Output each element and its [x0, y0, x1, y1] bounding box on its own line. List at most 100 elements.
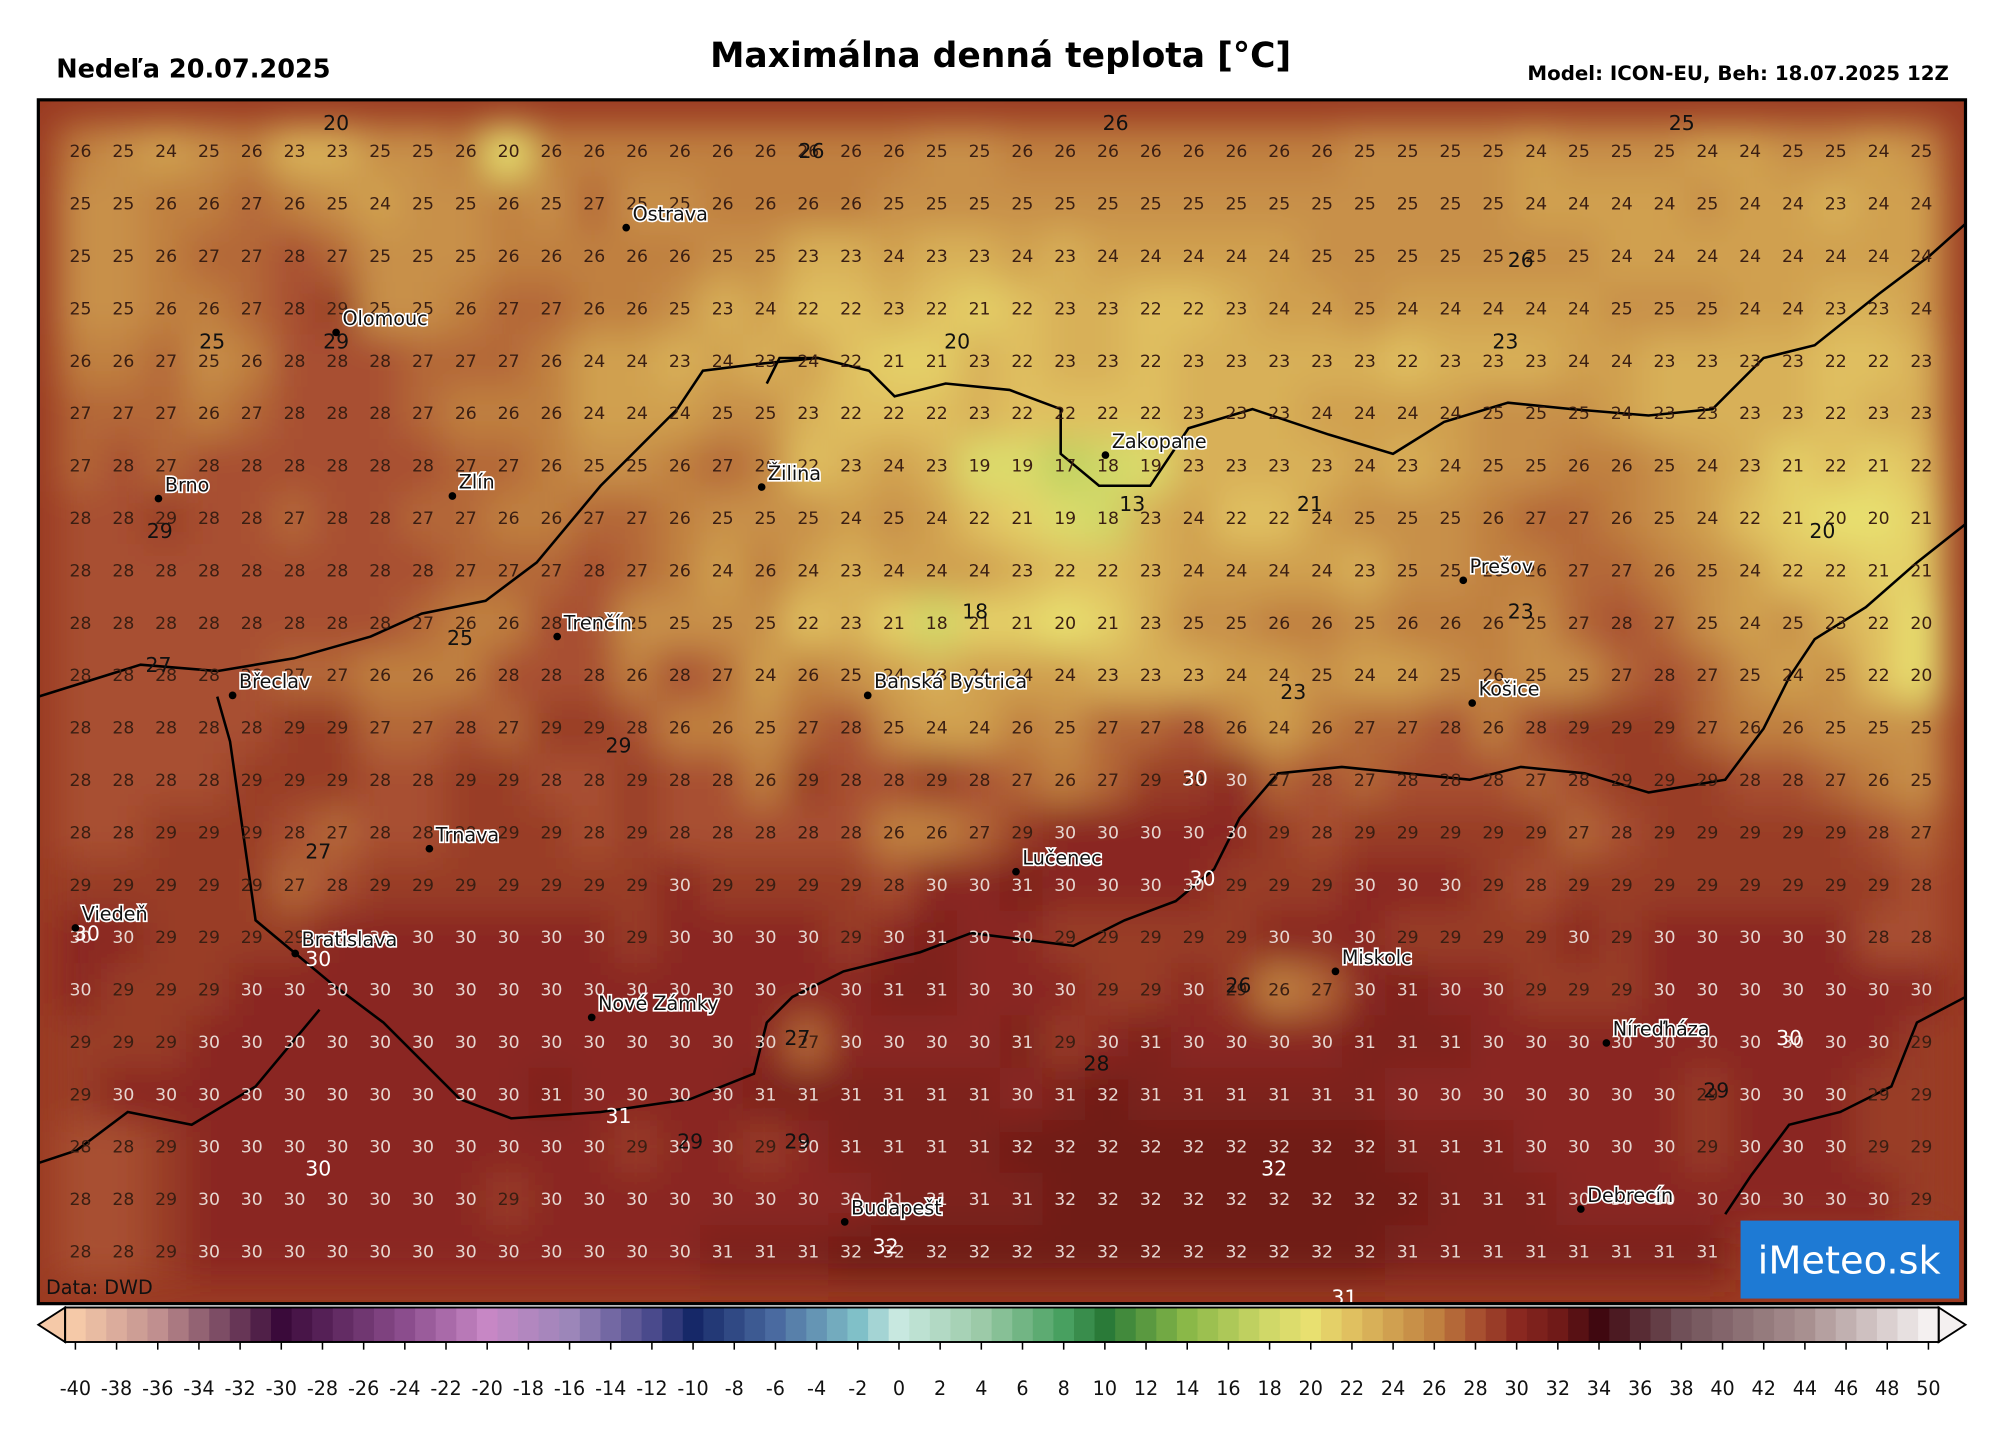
temperature-cell [1342, 1225, 1388, 1281]
temperature-cell [1427, 281, 1474, 337]
temperature-value: 30 [583, 1243, 605, 1263]
temperature-cell [1427, 805, 1474, 861]
temperature-cell [57, 858, 104, 914]
temperature-cell [1042, 1172, 1088, 1228]
temperature-cell [1128, 124, 1174, 180]
temperature-cell [57, 1225, 104, 1281]
temperature-value: 30 [1354, 928, 1376, 948]
temperature-value: 26 [755, 195, 777, 215]
temperature-value: 30 [1440, 876, 1462, 896]
temperature-cell [1556, 124, 1602, 180]
temperature-value: 28 [583, 561, 605, 581]
temperature-cell [400, 963, 446, 1019]
temperature-cell [528, 1172, 575, 1228]
temperature-cell [1213, 1067, 1260, 1123]
temperature-cell [186, 648, 232, 704]
temperature-value: 30 [369, 1190, 391, 1210]
colorbar-segment [1465, 1307, 1487, 1343]
temperature-cell [1556, 491, 1602, 547]
temperature-value: 29 [583, 719, 605, 739]
temperature-value: 30 [1611, 1190, 1633, 1210]
temperature-cell [485, 281, 532, 337]
temperature-value: 27 [412, 509, 434, 529]
temperature-cell [1599, 1172, 1645, 1228]
temperature-value: 30 [712, 928, 734, 948]
temperature-value: 30 [1183, 823, 1205, 843]
temperature-cell [1855, 1172, 1902, 1228]
temperature-value: 28 [369, 509, 391, 529]
temperature-value: 26 [1482, 719, 1504, 739]
temperature-value: 27 [540, 299, 562, 319]
temperature-cell [571, 177, 617, 233]
colorbar-segment [229, 1307, 252, 1343]
city-label: Nové Zámky [598, 992, 719, 1015]
extremum-label: 29 [677, 1130, 703, 1154]
temperature-value: 28 [241, 509, 263, 529]
temperature-value: 23 [1183, 404, 1205, 424]
temperature-value: 29 [1397, 928, 1419, 948]
temperature-cell [57, 543, 104, 599]
temperature-cell [1427, 177, 1474, 233]
temperature-cell [1641, 1172, 1688, 1228]
temperature-value: 24 [840, 509, 862, 529]
temperature-value: 30 [669, 876, 691, 896]
temperature-cell [1085, 858, 1131, 914]
colorbar-segment [662, 1307, 684, 1343]
temperature-cell [1342, 596, 1388, 652]
temperature-cell [1256, 1067, 1302, 1123]
temperature-cell [100, 963, 147, 1019]
temperature-value: 29 [1696, 876, 1718, 896]
temperature-value: 25 [1354, 247, 1376, 267]
temperature-cell [914, 334, 960, 390]
temperature-cell [1342, 910, 1388, 966]
colorbar-segment [621, 1307, 643, 1343]
temperature-value: 30 [669, 928, 691, 948]
temperature-value: 30 [326, 1190, 348, 1210]
temperature-cell [1128, 648, 1174, 704]
temperature-value: 27 [498, 352, 520, 372]
temperature-cell [1213, 281, 1260, 337]
temperature-cell [1470, 753, 1516, 809]
temperature-value: 32 [1097, 1243, 1119, 1263]
temperature-value: 28 [540, 614, 562, 634]
temperature-cell [1641, 281, 1688, 337]
colorbar-tick-label: -28 [307, 1377, 338, 1400]
temperature-value: 30 [198, 1085, 220, 1105]
temperature-value: 27 [112, 404, 134, 424]
temperature-cell [571, 491, 617, 547]
temperature-cell [443, 177, 489, 233]
temperature-value: 30 [1654, 981, 1676, 1001]
temperature-value: 29 [626, 1138, 648, 1158]
temperature-cell [914, 596, 960, 652]
city-label: Banská Bystrica [874, 670, 1027, 693]
temperature-value: 29 [498, 823, 520, 843]
temperature-value: 28 [883, 876, 905, 896]
temperature-value: 23 [840, 457, 862, 477]
temperature-value: 30 [284, 1085, 306, 1105]
temperature-cell [357, 229, 403, 285]
temperature-cell [1427, 596, 1474, 652]
temperature-value: 32 [1054, 1243, 1076, 1263]
temperature-value: 31 [1054, 1085, 1076, 1105]
temperature-value: 24 [1568, 299, 1590, 319]
temperature-cell [914, 491, 960, 547]
model-info: Model: ICON-EU, Beh: 18.07.2025 12Z [1527, 62, 1948, 85]
temperature-cell [742, 1172, 789, 1228]
temperature-value: 21 [1011, 614, 1033, 634]
temperature-cell [657, 177, 703, 233]
temperature-value: 25 [1354, 299, 1376, 319]
temperature-value: 27 [969, 823, 991, 843]
temperature-cell [571, 281, 617, 337]
temperature-value: 21 [969, 299, 991, 319]
temperature-cell [186, 596, 232, 652]
temperature-cell [700, 963, 746, 1019]
temperature-value: 28 [70, 666, 92, 686]
temperature-cell [143, 910, 189, 966]
temperature-cell [229, 1067, 275, 1123]
temperature-value: 21 [1782, 509, 1804, 529]
temperature-value: 31 [797, 1243, 819, 1263]
temperature-value: 28 [112, 1190, 134, 1210]
temperature-value: 28 [755, 823, 777, 843]
temperature-value: 26 [198, 195, 220, 215]
temperature-value: 26 [241, 352, 263, 372]
